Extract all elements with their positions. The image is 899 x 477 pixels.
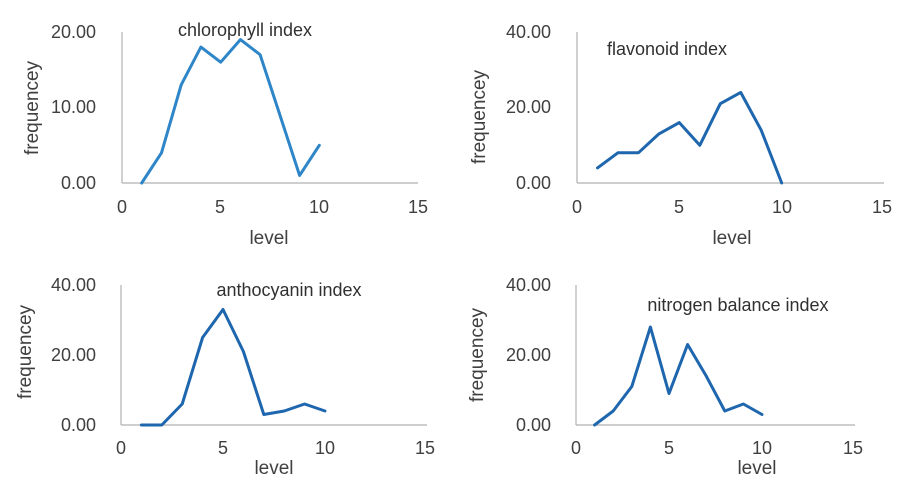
chart-title: chlorophyll index — [178, 20, 312, 40]
chart-series-group — [596, 90, 784, 185]
chart-panel-chlorophyll: chlorophyll index frequencey level 0.00 … — [22, 20, 428, 249]
x-axis-title: level — [737, 458, 776, 477]
x-tick-label: 0 — [116, 438, 126, 458]
y-tick-label: 40.00 — [506, 22, 551, 42]
x-tick-label: 15 — [415, 438, 435, 458]
y-axis-title: frequencey — [15, 305, 36, 400]
x-tick-label: 5 — [215, 197, 225, 217]
x-tick-label: 10 — [772, 197, 792, 217]
y-tick-label: 10.00 — [51, 97, 96, 117]
x-axis-title: level — [254, 458, 293, 477]
x-tick-label: 5 — [664, 438, 674, 458]
chart-series-group — [140, 38, 321, 185]
series-line — [140, 38, 321, 185]
y-tick-label: 0.00 — [61, 173, 96, 193]
y-tick-label: 20.00 — [506, 97, 551, 117]
chart-panel-anthocyanin: anthocyanin index frequencey level 0.00 … — [15, 275, 435, 477]
y-tick-label: 40.00 — [506, 275, 551, 295]
series-line — [593, 325, 764, 427]
series-line — [139, 308, 327, 427]
x-tick-label: 5 — [674, 197, 684, 217]
y-tick-label: 40.00 — [51, 275, 96, 295]
chart-panel-nitrogen-balance: nitrogen balance index frequencey level … — [467, 275, 863, 477]
y-tick-label: 20.00 — [51, 22, 96, 42]
y-tick-label: 0.00 — [516, 415, 551, 435]
x-tick-label: 15 — [408, 197, 428, 217]
x-tick-label: 5 — [218, 438, 228, 458]
x-tick-label: 15 — [843, 438, 863, 458]
y-axis-title: frequencey — [22, 61, 43, 156]
series-line — [596, 90, 784, 185]
chart-series-group — [593, 325, 764, 427]
y-tick-label: 20.00 — [506, 345, 551, 365]
chart-title: anthocyanin index — [216, 280, 361, 300]
x-tick-label: 15 — [872, 197, 892, 217]
x-tick-label: 0 — [571, 438, 581, 458]
chart-title: flavonoid index — [607, 39, 727, 59]
x-tick-label: 0 — [572, 197, 582, 217]
x-tick-label: 10 — [315, 438, 335, 458]
chart-series-group — [139, 308, 327, 427]
chart-title: nitrogen balance index — [647, 295, 828, 315]
x-tick-label: 10 — [309, 197, 329, 217]
x-axis-title: level — [712, 228, 751, 249]
chart-panel-flavonoid: flavonoid index frequencey level 0.00 20… — [469, 22, 892, 249]
y-axis-title: frequencey — [469, 70, 490, 165]
y-tick-label: 0.00 — [516, 173, 551, 193]
x-axis-title: level — [249, 228, 288, 249]
x-tick-label: 0 — [117, 197, 127, 217]
x-tick-label: 10 — [752, 438, 772, 458]
y-axis-title: frequencey — [467, 308, 488, 403]
y-tick-label: 20.00 — [51, 345, 96, 365]
y-tick-label: 0.00 — [61, 415, 96, 435]
